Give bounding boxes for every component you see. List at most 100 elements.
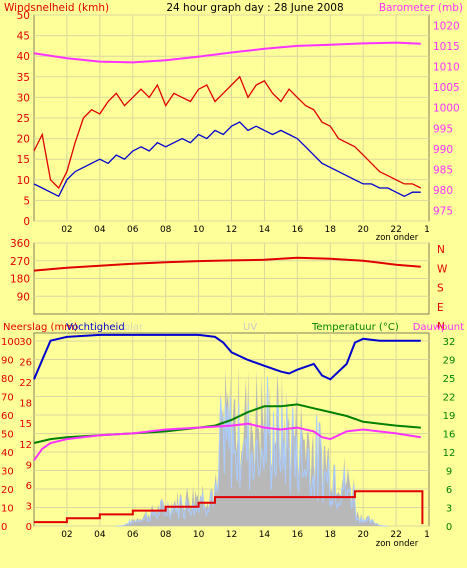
humidity-inner-tick: 26 <box>19 358 32 369</box>
compass-tick: S <box>437 283 444 295</box>
rain-tick: 10 <box>1 504 14 515</box>
rain-tick: 20 <box>1 485 14 496</box>
compass-tick: N <box>437 321 445 333</box>
rain-axis-title: Neerslag (mm) <box>3 322 78 333</box>
rain-tick: 70 <box>1 393 14 404</box>
wind-speed-tick: 45 <box>17 31 30 43</box>
temperature-tick: 29 <box>443 356 456 367</box>
rain-tick: 80 <box>1 374 14 385</box>
solar-radiation-fill <box>116 363 388 526</box>
compass-tick: E <box>437 302 444 314</box>
wind-x-tick: 04 <box>94 225 106 235</box>
wind-x-tick: 14 <box>259 225 271 235</box>
wind-direction-line <box>33 256 421 272</box>
rain-tick: 60 <box>1 411 14 422</box>
barometer-tick: 1005 <box>433 82 460 94</box>
temperature-axis-title: Temperatuur (°C) <box>311 322 399 333</box>
rain-tick: 30 <box>1 467 14 478</box>
wind-speed-tick: 5 <box>23 195 30 207</box>
humidity-inner-tick: 0 <box>26 522 32 533</box>
wind-speed-tick: 50 <box>17 10 30 22</box>
humidity-inner-tick: 3 <box>26 501 32 512</box>
temperature-tick: 6 <box>446 485 452 496</box>
barometer-tick-labels: 1020 1015 1010 1005 1000 995 990 985 980 975 <box>433 20 460 217</box>
barometer-tick: 975 <box>433 206 453 218</box>
direction-degree-tick: 360 <box>10 238 30 250</box>
rain-tick: 90 <box>1 356 14 367</box>
temperature-tick: 16 <box>443 430 456 441</box>
humidity-x-tick: 04 <box>94 530 106 540</box>
wind-x-tick: 16 <box>292 225 304 235</box>
humidity-x-tick: 12 <box>226 530 237 540</box>
wind-panel-series <box>33 41 422 198</box>
rain-tick: 100 <box>1 337 20 348</box>
wind-speed-tick: 30 <box>17 92 30 104</box>
temperature-tick: 9 <box>446 467 452 478</box>
compass-tick: W <box>437 263 448 275</box>
wind-x-tick: 1 <box>424 225 430 235</box>
neerslag-line <box>34 490 424 525</box>
temperature-tick: 22 <box>443 393 456 404</box>
humidity-x-tick: 22 <box>390 530 401 540</box>
humidity-temperature-panel: Neerslag (mm) Vochtigheid olar UV Temper… <box>1 322 464 549</box>
rain-tick: 40 <box>1 448 14 459</box>
solar-uv-fill <box>116 363 388 527</box>
humidity-x-tick: 10 <box>193 530 205 540</box>
dewpoint-axis-title: Dauwpunt <box>413 322 464 333</box>
barometer-tick: 980 <box>433 185 453 197</box>
wind-speed-axis-title: Windsnelheid (kmh) <box>4 2 109 14</box>
uv-index-line <box>116 376 388 527</box>
wind-x-tick: 06 <box>127 225 139 235</box>
temperature-tick: 0 <box>446 522 452 533</box>
wind-x-tick: 10 <box>193 225 205 235</box>
temperature-tick: 19 <box>443 411 456 422</box>
wind-x-tick: 20 <box>357 225 369 235</box>
humidity-inner-tick: 12 <box>19 440 32 451</box>
barometer-tick: 1000 <box>433 103 460 115</box>
humidity-inner-tick: 22 <box>19 378 32 389</box>
wind-speed-tick: 35 <box>17 72 30 84</box>
humidity-x-tick: 02 <box>61 530 72 540</box>
temperature-tick-labels: 32 29 25 22 19 16 12 9 6 3 0 <box>443 337 456 533</box>
rain-tick: 0 <box>1 522 7 533</box>
wind-x-tick: 08 <box>160 225 172 235</box>
wind-speed-tick: 0 <box>23 216 30 228</box>
temperature-tick: 32 <box>443 337 456 348</box>
barometer-tick: 1015 <box>433 41 460 53</box>
wind-speed-tick: 40 <box>17 51 30 63</box>
barometer-tick: 985 <box>433 165 453 177</box>
direction-panel-series <box>33 256 421 272</box>
vochtigheid-line <box>33 333 421 381</box>
direction-degree-tick: 180 <box>10 274 30 286</box>
direction-degree-tick-labels: 360 270 180 90 <box>10 238 30 303</box>
barometer-tick: 1020 <box>433 20 460 32</box>
wind-speed-tick: 15 <box>17 154 30 166</box>
humidity-inner-tick: 9 <box>26 460 32 471</box>
wind-x-tick: 18 <box>325 225 337 235</box>
humidity-x-tick: 20 <box>357 530 369 540</box>
humidity-x-tick: 06 <box>127 530 139 540</box>
wind-x-tick: 12 <box>226 225 237 235</box>
humidity-inner-tick: 6 <box>26 481 32 492</box>
temperature-tick: 25 <box>443 374 456 385</box>
windvlaag-line <box>33 75 422 190</box>
direction-degree-tick: 270 <box>10 256 30 268</box>
wind-x-tick: 22 <box>390 225 401 235</box>
wind-speed-tick: 10 <box>17 175 30 187</box>
barometer-tick: 1010 <box>433 62 460 74</box>
dauwpunt-line <box>33 422 421 461</box>
direction-degree-tick: 90 <box>17 291 30 303</box>
humidity-x-tick: 16 <box>292 530 304 540</box>
wind-panel-x-tick-labels: 02 04 06 08 10 12 14 16 18 20 22 1 <box>61 225 430 235</box>
humidity-axis-title: Vochtigheid <box>66 322 125 333</box>
humidity-x-tick: 1 <box>424 530 430 540</box>
humidity-inner-tick: 18 <box>19 399 32 410</box>
humidity-inner-tick: 15 <box>19 419 32 430</box>
humidity-panel-x-tick-labels: 02 04 06 08 10 12 14 16 18 20 22 1 <box>61 530 430 540</box>
